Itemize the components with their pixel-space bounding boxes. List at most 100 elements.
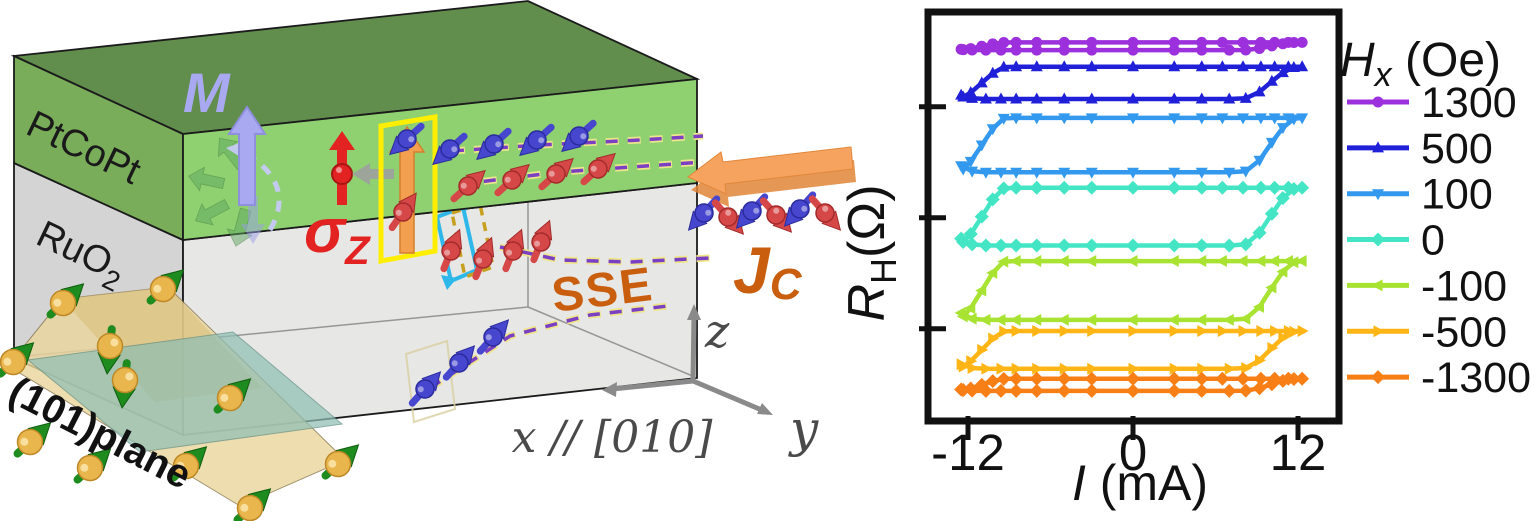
data-point [1281,180,1296,195]
data-point [964,86,977,98]
data-point [986,124,999,136]
data-point [1281,371,1296,386]
data-point [1029,180,1044,195]
x-axis-label: I (mA) [1072,455,1208,511]
data-point [1169,362,1181,375]
data-point [1223,44,1235,56]
data-point [986,66,999,78]
data-point [1224,362,1236,375]
data-point [988,332,1000,345]
data-point [1255,354,1266,367]
data-point [1085,113,1098,125]
blue-spin-arrow [389,122,425,156]
ru-atom-up [73,448,112,484]
data-point [1215,255,1227,268]
data-point [1282,113,1295,125]
ru-atom-down [96,325,124,375]
spin-ball [569,126,589,146]
jc-base: J [733,233,771,307]
legend-marker [1372,96,1384,108]
data-point [1057,383,1072,398]
data-point [996,362,1008,375]
data-point [1010,44,1022,56]
data-point [1058,44,1070,56]
legend-label: 1300 [1421,79,1517,127]
data-point [966,91,979,103]
gold-atom-highlight [125,372,134,381]
data-point [1126,238,1140,253]
gold-atom-highlight [53,298,62,307]
gold-atom-ball [236,494,264,521]
data-point [1194,238,1209,253]
spin-ball [766,205,786,225]
data-point [995,167,1007,179]
spin-ball-highlight [485,334,492,341]
data-point [1057,313,1069,326]
data-point [1194,383,1209,398]
spin-ball [393,202,413,222]
spin-ball-highlight [801,205,808,212]
data-point [981,362,993,375]
data-point [1295,255,1307,268]
data-point [1236,255,1248,268]
data-point [1168,60,1181,72]
data-point [958,360,970,373]
coordinate-axes [611,315,765,414]
data-point [1267,341,1279,354]
spin-ball [483,327,503,347]
gold-atom-highlight [110,338,119,347]
data-point [1264,206,1279,221]
ru-atom-down [111,359,139,409]
legend-label: 500 [1421,125,1493,173]
axis-y-label: y [788,400,819,458]
red-spin-arrow [388,192,417,232]
data-point [1058,36,1070,48]
spin-ball [458,176,478,196]
data-point [1267,180,1282,195]
data-point [998,36,1010,48]
data-point [1237,60,1249,72]
data-point [1167,371,1182,386]
data-point [1254,255,1266,268]
data-point [1282,36,1294,48]
spin-ball [718,207,738,227]
data-point [1216,36,1228,48]
red-spin-arrow [494,163,530,197]
spin-ball [527,130,547,150]
data-point [1168,36,1180,48]
data-point [1217,324,1229,337]
axis-x-label: x // [010] [512,412,714,463]
data-point [975,284,987,297]
spin-ball-highlight [460,182,467,189]
data-point [1236,180,1250,195]
data-point [1275,191,1290,206]
spin-ball [441,241,461,261]
data-point [965,312,977,325]
data-point [1253,155,1266,167]
y-axis-label: RH(Ω) [838,184,904,321]
data-point [1167,313,1179,326]
data-point [1167,255,1179,268]
data-point [1268,113,1281,125]
blue-spin-arrow [687,195,721,231]
data-point [1031,36,1043,48]
spin-ball-highlight [590,165,597,172]
legend-title-symbol: H [1340,34,1375,87]
data-point [1167,180,1182,195]
series--1300 [954,371,1310,398]
red-spin-arrow [538,157,574,191]
data-point [1269,36,1281,48]
data-point [995,92,1007,104]
data-point [1216,60,1229,72]
data-point [1167,238,1182,253]
jc-label: JC [733,233,803,309]
data-point [974,377,989,392]
data-point [1169,324,1181,337]
data-point [1032,362,1044,375]
data-point [956,383,971,398]
spin-ball [503,241,523,261]
data-point [1255,36,1267,48]
data-point [1030,92,1043,104]
data-point [1222,313,1234,326]
